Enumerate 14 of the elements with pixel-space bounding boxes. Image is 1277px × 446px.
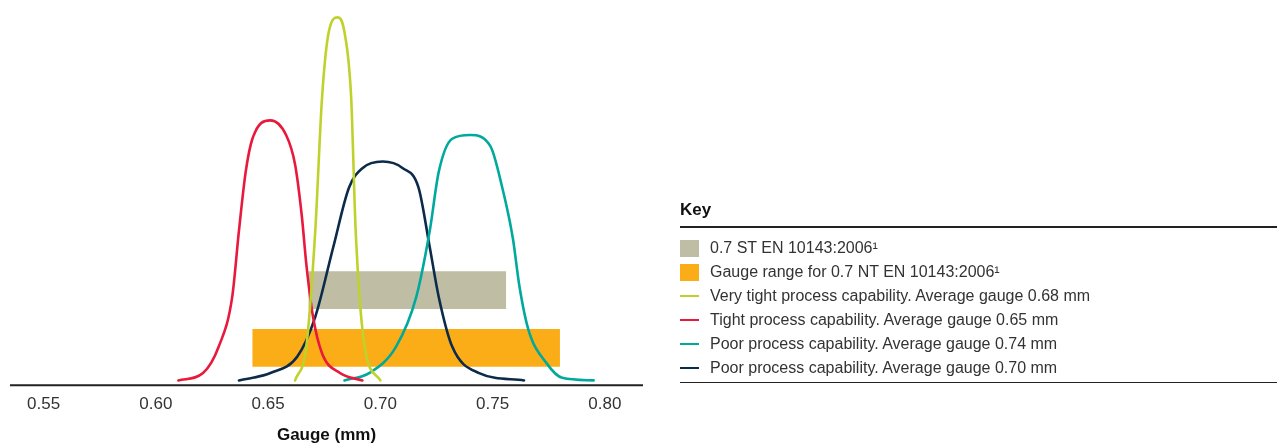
legend-label: Tight process capability. Average gauge 0.65 mm (710, 310, 1059, 330)
legend-label: Gauge range for 0.7 NT EN 10143:2006¹ (710, 262, 1000, 282)
x-axis-title: Gauge (mm) (276, 425, 377, 445)
legend-label: Poor process capability. Average gauge 0.70 mm (710, 358, 1058, 378)
x-tick-label: 0.55 (27, 394, 61, 414)
legend-title: Key (680, 200, 1277, 228)
legend-label: Poor process capability. Average gauge 0.74 mm (710, 334, 1058, 354)
x-tick-label: 0.65 (251, 394, 285, 414)
legend-label: Very tight process capability. Average gauge 0.68 mm (710, 286, 1091, 306)
x-tick-label: 0.75 (476, 394, 510, 414)
x-tick-label: 0.80 (588, 394, 622, 414)
x-tick-label: 0.70 (363, 394, 397, 414)
legend-label: 0.7 ST EN 10143:2006¹ (710, 238, 878, 258)
x-tick-label: 0.60 (139, 394, 173, 414)
